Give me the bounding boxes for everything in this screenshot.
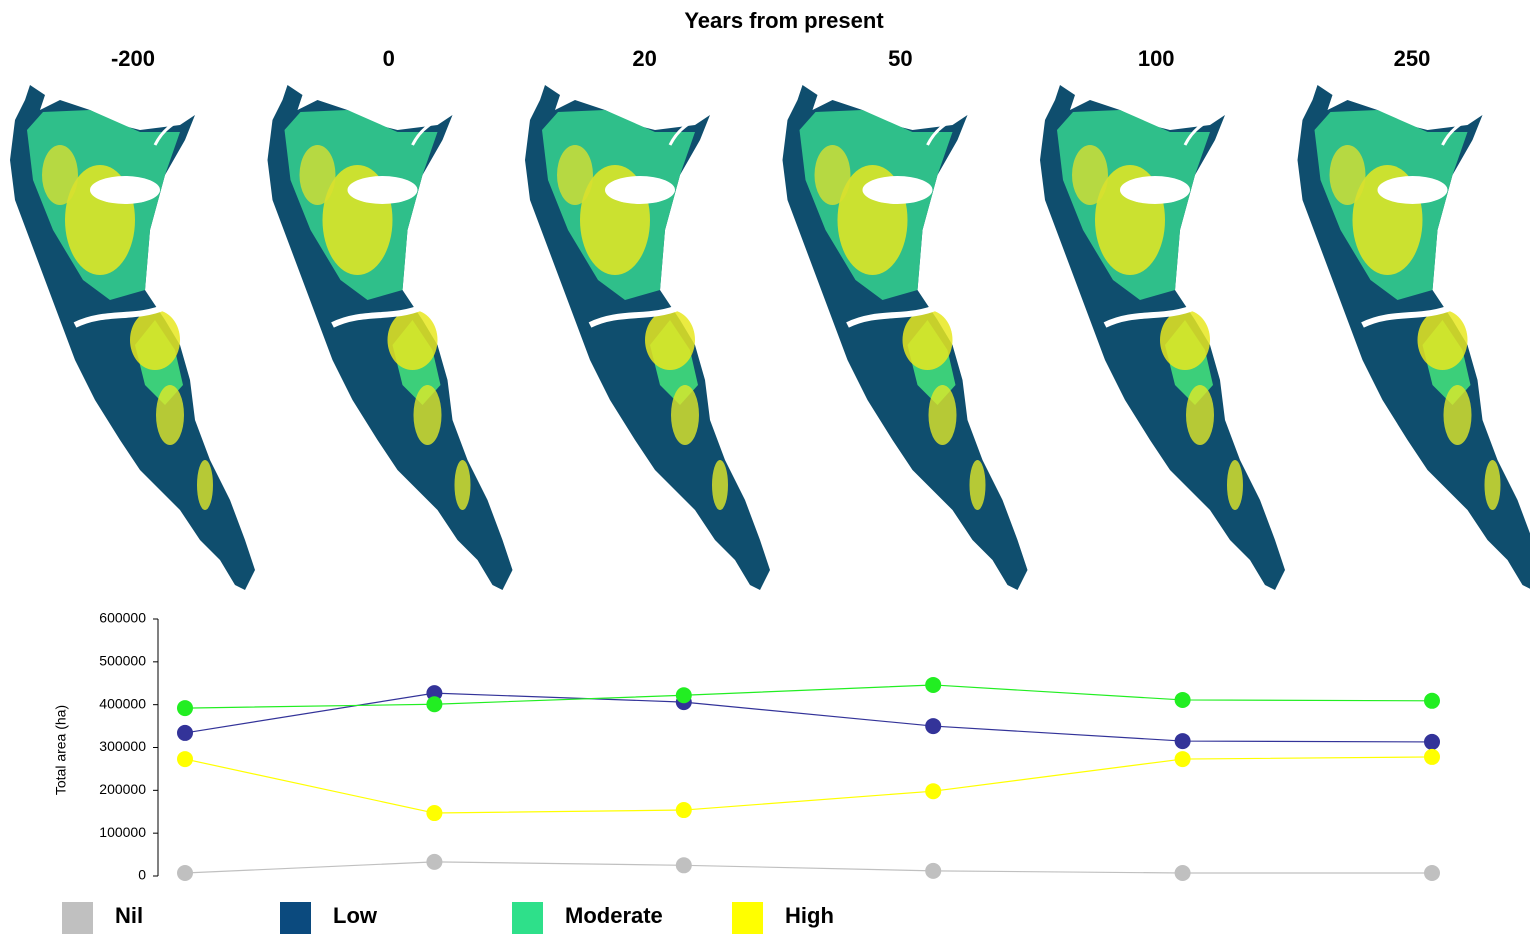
column-header: 50: [888, 46, 912, 71]
figure: Years from present Total area (ha) -200 0…: [0, 0, 1530, 935]
data-point: [1175, 751, 1191, 767]
y-tick-label: 400000: [99, 695, 146, 711]
series-line: [185, 757, 1432, 813]
data-point: [426, 854, 442, 870]
series-line: [185, 862, 1432, 873]
data-point: [1175, 692, 1191, 708]
column-header: 250: [1394, 46, 1431, 71]
y-tick-label: 200000: [99, 781, 146, 797]
column-header: -200: [111, 46, 155, 71]
data-point: [1424, 865, 1440, 881]
data-point: [177, 751, 193, 767]
data-point: [1424, 693, 1440, 709]
legend-label: Moderate: [565, 903, 663, 928]
column-header: 20: [632, 46, 656, 71]
y-tick-label: 300000: [99, 738, 146, 754]
data-point: [925, 783, 941, 799]
figure-title: Years from present: [684, 8, 884, 33]
data-point: [1175, 733, 1191, 749]
data-point: [177, 865, 193, 881]
y-tick-label: 500000: [99, 653, 146, 669]
map: [10, 85, 255, 590]
legend-label: High: [785, 903, 834, 928]
series-line: [185, 685, 1432, 708]
data-point: [676, 687, 692, 703]
legend-swatch: [732, 902, 763, 934]
map: [525, 85, 770, 590]
map: [783, 85, 1028, 590]
data-point: [426, 696, 442, 712]
column-header: 0: [383, 46, 395, 71]
y-tick-label: 600000: [99, 610, 146, 626]
y-tick-label: 0: [138, 867, 146, 883]
column-header: 100: [1138, 46, 1175, 71]
data-point: [177, 725, 193, 741]
data-point: [925, 863, 941, 879]
y-tick-label: 100000: [99, 824, 146, 840]
data-point: [925, 718, 941, 734]
map: [1040, 85, 1285, 590]
data-point: [426, 805, 442, 821]
y-axis-label: Total area (ha): [53, 705, 69, 795]
data-point: [1424, 749, 1440, 765]
map: [1298, 85, 1530, 590]
data-point: [676, 802, 692, 818]
data-point: [1175, 865, 1191, 881]
data-point: [1424, 734, 1440, 750]
legend-label: Low: [333, 903, 378, 928]
data-point: [676, 857, 692, 873]
legend-label: Nil: [115, 903, 143, 928]
page: Years from present Total area (ha) -200 0…: [0, 0, 1530, 935]
legend-swatch: [62, 902, 93, 934]
data-point: [925, 677, 941, 693]
legend-swatch: [512, 902, 543, 934]
map: [268, 85, 513, 590]
data-point: [177, 700, 193, 716]
legend-swatch: [280, 902, 311, 934]
